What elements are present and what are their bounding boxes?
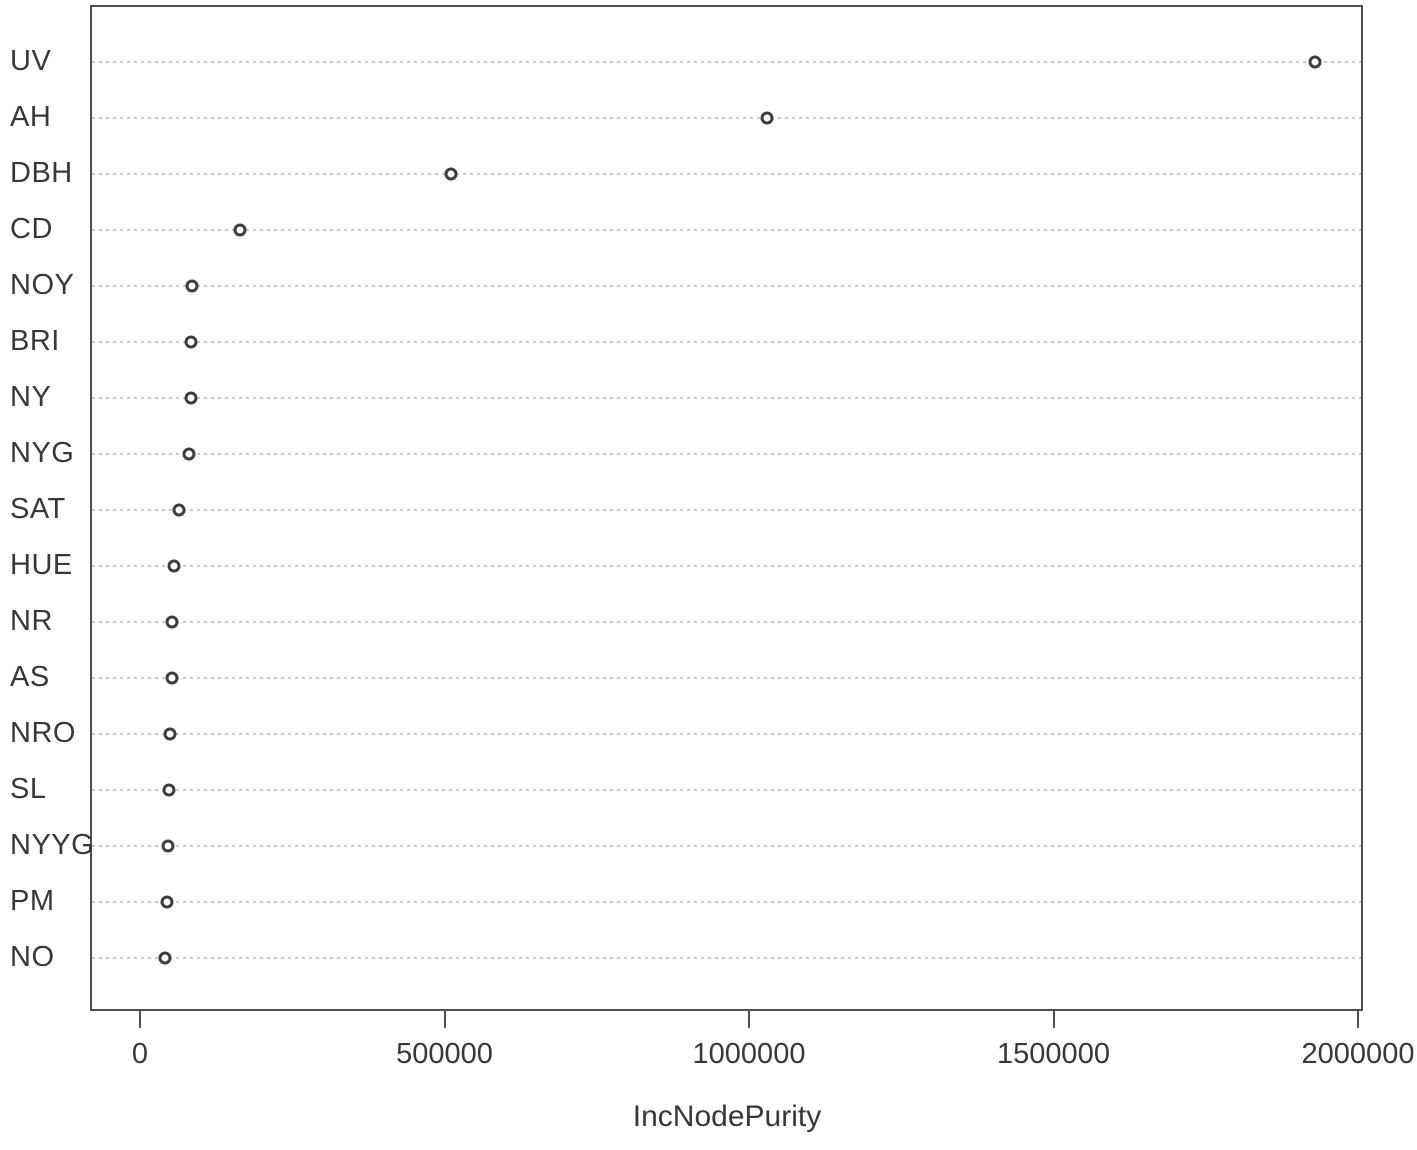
- row-gridline: [92, 117, 1361, 119]
- x-axis-tick-label: 1500000: [997, 1038, 1110, 1070]
- y-axis-label: NYG: [10, 436, 75, 469]
- y-axis-label: DBH: [10, 156, 73, 189]
- row-gridline: [92, 621, 1361, 623]
- data-point-marker: [161, 839, 175, 853]
- x-axis-tick: [748, 1011, 750, 1028]
- y-axis-label: BRI: [10, 324, 60, 357]
- x-axis-title: IncNodePurity: [632, 1100, 822, 1133]
- x-axis-tick-label: 0: [131, 1038, 149, 1070]
- y-axis-label: NY: [10, 380, 52, 413]
- row-gridline: [92, 509, 1361, 511]
- y-axis-label: NYYG: [10, 828, 95, 861]
- row-gridline: [92, 565, 1361, 567]
- data-point-marker: [182, 447, 196, 461]
- y-axis-label: AH: [10, 100, 52, 133]
- x-axis-tick: [1052, 1011, 1055, 1028]
- data-point-marker: [162, 783, 176, 797]
- y-axis-label: NRO: [10, 716, 76, 749]
- y-axis-label: HUE: [10, 548, 73, 581]
- data-point-marker: [165, 615, 179, 629]
- row-gridline: [92, 453, 1361, 455]
- data-point-marker: [160, 895, 174, 909]
- data-point-marker: [165, 671, 179, 685]
- y-axis-label: NO: [10, 940, 55, 973]
- data-point-marker: [1308, 55, 1322, 69]
- x-axis-tick: [443, 1011, 446, 1028]
- y-axis-label: NOY: [10, 268, 75, 301]
- y-axis-label: SAT: [10, 492, 66, 525]
- y-axis-label: PM: [10, 884, 55, 917]
- x-axis-tick: [139, 1011, 141, 1028]
- row-gridline: [92, 61, 1361, 63]
- row-gridline: [92, 397, 1361, 399]
- row-gridline: [92, 901, 1361, 903]
- data-point-marker: [158, 951, 172, 965]
- x-axis-tick-label: 2000000: [1301, 1038, 1415, 1070]
- y-axis-label: AS: [10, 660, 50, 693]
- x-axis-tick-label: 500000: [396, 1038, 493, 1070]
- data-point-marker: [444, 167, 458, 181]
- row-gridline: [92, 677, 1361, 679]
- data-point-marker: [184, 391, 198, 405]
- data-point-marker: [760, 111, 774, 125]
- y-axis-label: CD: [10, 212, 53, 245]
- y-axis-label: NR: [10, 604, 53, 637]
- row-gridline: [92, 957, 1361, 959]
- y-axis-label: SL: [10, 772, 47, 805]
- data-point-marker: [233, 223, 247, 237]
- row-gridline: [92, 173, 1361, 175]
- row-gridline: [92, 789, 1361, 791]
- x-axis-tick-label: 1000000: [692, 1038, 806, 1070]
- plot-area: [90, 5, 1363, 1011]
- y-axis-label: UV: [10, 44, 52, 77]
- row-gridline: [92, 229, 1361, 231]
- data-point-marker: [184, 335, 198, 349]
- x-axis-tick: [1357, 1011, 1359, 1028]
- row-gridline: [92, 341, 1361, 343]
- data-point-marker: [163, 727, 177, 741]
- data-point-marker: [172, 503, 186, 517]
- data-point-marker: [185, 279, 199, 293]
- row-gridline: [92, 285, 1361, 287]
- row-gridline: [92, 845, 1361, 847]
- row-gridline: [92, 733, 1361, 735]
- data-point-marker: [167, 559, 181, 573]
